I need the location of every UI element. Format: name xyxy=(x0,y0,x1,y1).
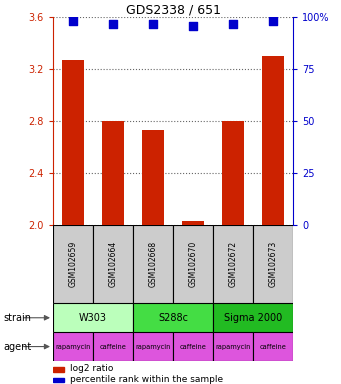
Bar xyxy=(222,121,244,225)
Bar xyxy=(53,303,133,332)
Text: GSM102659: GSM102659 xyxy=(69,241,77,287)
Text: caffeine: caffeine xyxy=(260,344,287,349)
Bar xyxy=(62,60,84,225)
Point xyxy=(190,23,196,29)
Text: GSM102668: GSM102668 xyxy=(149,241,158,287)
Bar xyxy=(93,332,133,361)
Text: W303: W303 xyxy=(79,313,107,323)
Text: strain: strain xyxy=(3,313,31,323)
Bar xyxy=(53,332,93,361)
Bar xyxy=(173,332,213,361)
Point xyxy=(270,18,276,25)
Point xyxy=(231,20,236,26)
Text: caffeine: caffeine xyxy=(180,344,207,349)
Bar xyxy=(133,225,173,303)
Bar xyxy=(213,303,293,332)
Bar xyxy=(133,332,173,361)
Title: GDS2338 / 651: GDS2338 / 651 xyxy=(125,3,221,16)
Bar xyxy=(253,225,293,303)
Bar xyxy=(213,225,253,303)
Bar xyxy=(53,378,64,382)
Bar xyxy=(262,56,284,225)
Text: rapamycin: rapamycin xyxy=(55,344,91,349)
Text: GSM102672: GSM102672 xyxy=(229,241,238,287)
Text: log2 ratio: log2 ratio xyxy=(70,364,113,373)
Text: GSM102664: GSM102664 xyxy=(108,241,117,287)
Text: GSM102670: GSM102670 xyxy=(189,241,197,287)
Bar xyxy=(102,121,124,225)
Text: caffeine: caffeine xyxy=(100,344,127,349)
Bar xyxy=(142,130,164,225)
Text: Sigma 2000: Sigma 2000 xyxy=(224,313,282,323)
Text: rapamycin: rapamycin xyxy=(135,344,171,349)
Text: rapamycin: rapamycin xyxy=(216,344,251,349)
Bar xyxy=(213,332,253,361)
Text: S288c: S288c xyxy=(158,313,188,323)
Text: GSM102673: GSM102673 xyxy=(269,241,278,287)
Point xyxy=(110,20,116,26)
Bar xyxy=(53,367,64,372)
Point xyxy=(150,20,156,26)
Bar xyxy=(53,225,93,303)
Bar xyxy=(182,221,204,225)
Point xyxy=(70,18,76,25)
Bar xyxy=(173,225,213,303)
Bar xyxy=(253,332,293,361)
Text: percentile rank within the sample: percentile rank within the sample xyxy=(70,375,223,384)
Bar xyxy=(93,225,133,303)
Bar xyxy=(133,303,213,332)
Text: agent: agent xyxy=(3,341,32,352)
